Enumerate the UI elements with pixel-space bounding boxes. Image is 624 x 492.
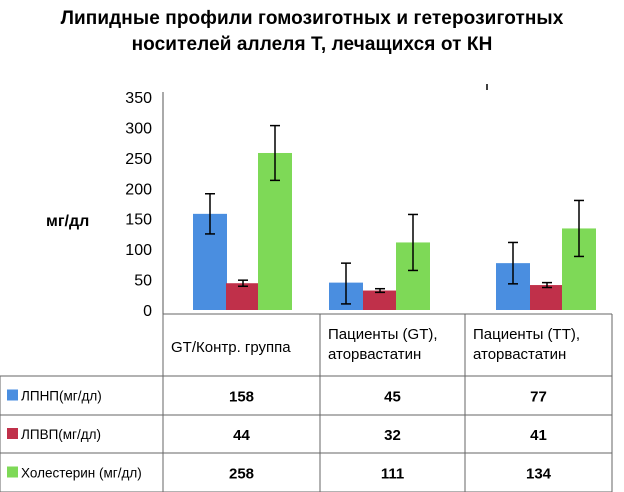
legend-label: Холестерин (мг/дл) xyxy=(21,466,142,481)
y-tick-label: 250 xyxy=(125,151,152,168)
y-tick-label: 200 xyxy=(125,181,152,198)
legend-swatch xyxy=(7,466,18,478)
table-cell-value: 44 xyxy=(233,427,250,444)
table-cell-value: 258 xyxy=(229,466,254,483)
legend-swatch xyxy=(7,389,18,401)
chart-title-line-2: носителей аллеля Т, лечащихся от КН xyxy=(131,34,493,55)
legend-label: ЛПВП(мг/дл) xyxy=(21,427,101,442)
category-label: Пациенты (GT), xyxy=(328,326,438,343)
table-cell-value: 32 xyxy=(384,427,401,444)
table-cell-value: 45 xyxy=(384,389,401,406)
bars xyxy=(193,152,596,310)
y-tick-label: 0 xyxy=(143,303,152,320)
table-cell-value: 41 xyxy=(530,427,547,444)
category-label: Пациенты (TT), xyxy=(473,326,580,343)
legend-label: ЛПНП(мг/дл) xyxy=(21,389,102,404)
y-axis-label: мг/дл xyxy=(46,213,89,230)
category-label: аторвастатин xyxy=(473,346,566,363)
bar xyxy=(530,285,564,310)
table-cell-value: 77 xyxy=(530,389,547,406)
chart-title-line-1: Липидные профили гомозиготных и гетерози… xyxy=(60,8,564,29)
chart-title: Липидные профили гомозиготных и гетерози… xyxy=(0,6,624,58)
data-table: GT/Контр. группа Пациенты (GT), аторвастат… xyxy=(0,313,613,492)
y-axis-ticks: 0 50 100 150 200 250 300 350 xyxy=(125,90,152,320)
chart-axes xyxy=(162,84,488,314)
error-bars xyxy=(205,124,584,305)
category-label: аторвастатин xyxy=(328,346,421,363)
y-tick-label: 100 xyxy=(125,242,152,259)
y-tick-label: 350 xyxy=(125,90,152,107)
y-tick-label: 50 xyxy=(134,273,152,290)
table-cell-value: 134 xyxy=(526,466,552,483)
table-cell-value: 158 xyxy=(229,389,254,406)
y-tick-label: 150 xyxy=(125,212,152,229)
table-cell-value: 111 xyxy=(381,466,404,483)
y-tick-label: 300 xyxy=(125,120,152,137)
category-label: GT/Контр. группа xyxy=(171,339,291,356)
bar xyxy=(363,290,397,310)
legend-swatch xyxy=(7,428,18,439)
bar xyxy=(226,283,260,310)
